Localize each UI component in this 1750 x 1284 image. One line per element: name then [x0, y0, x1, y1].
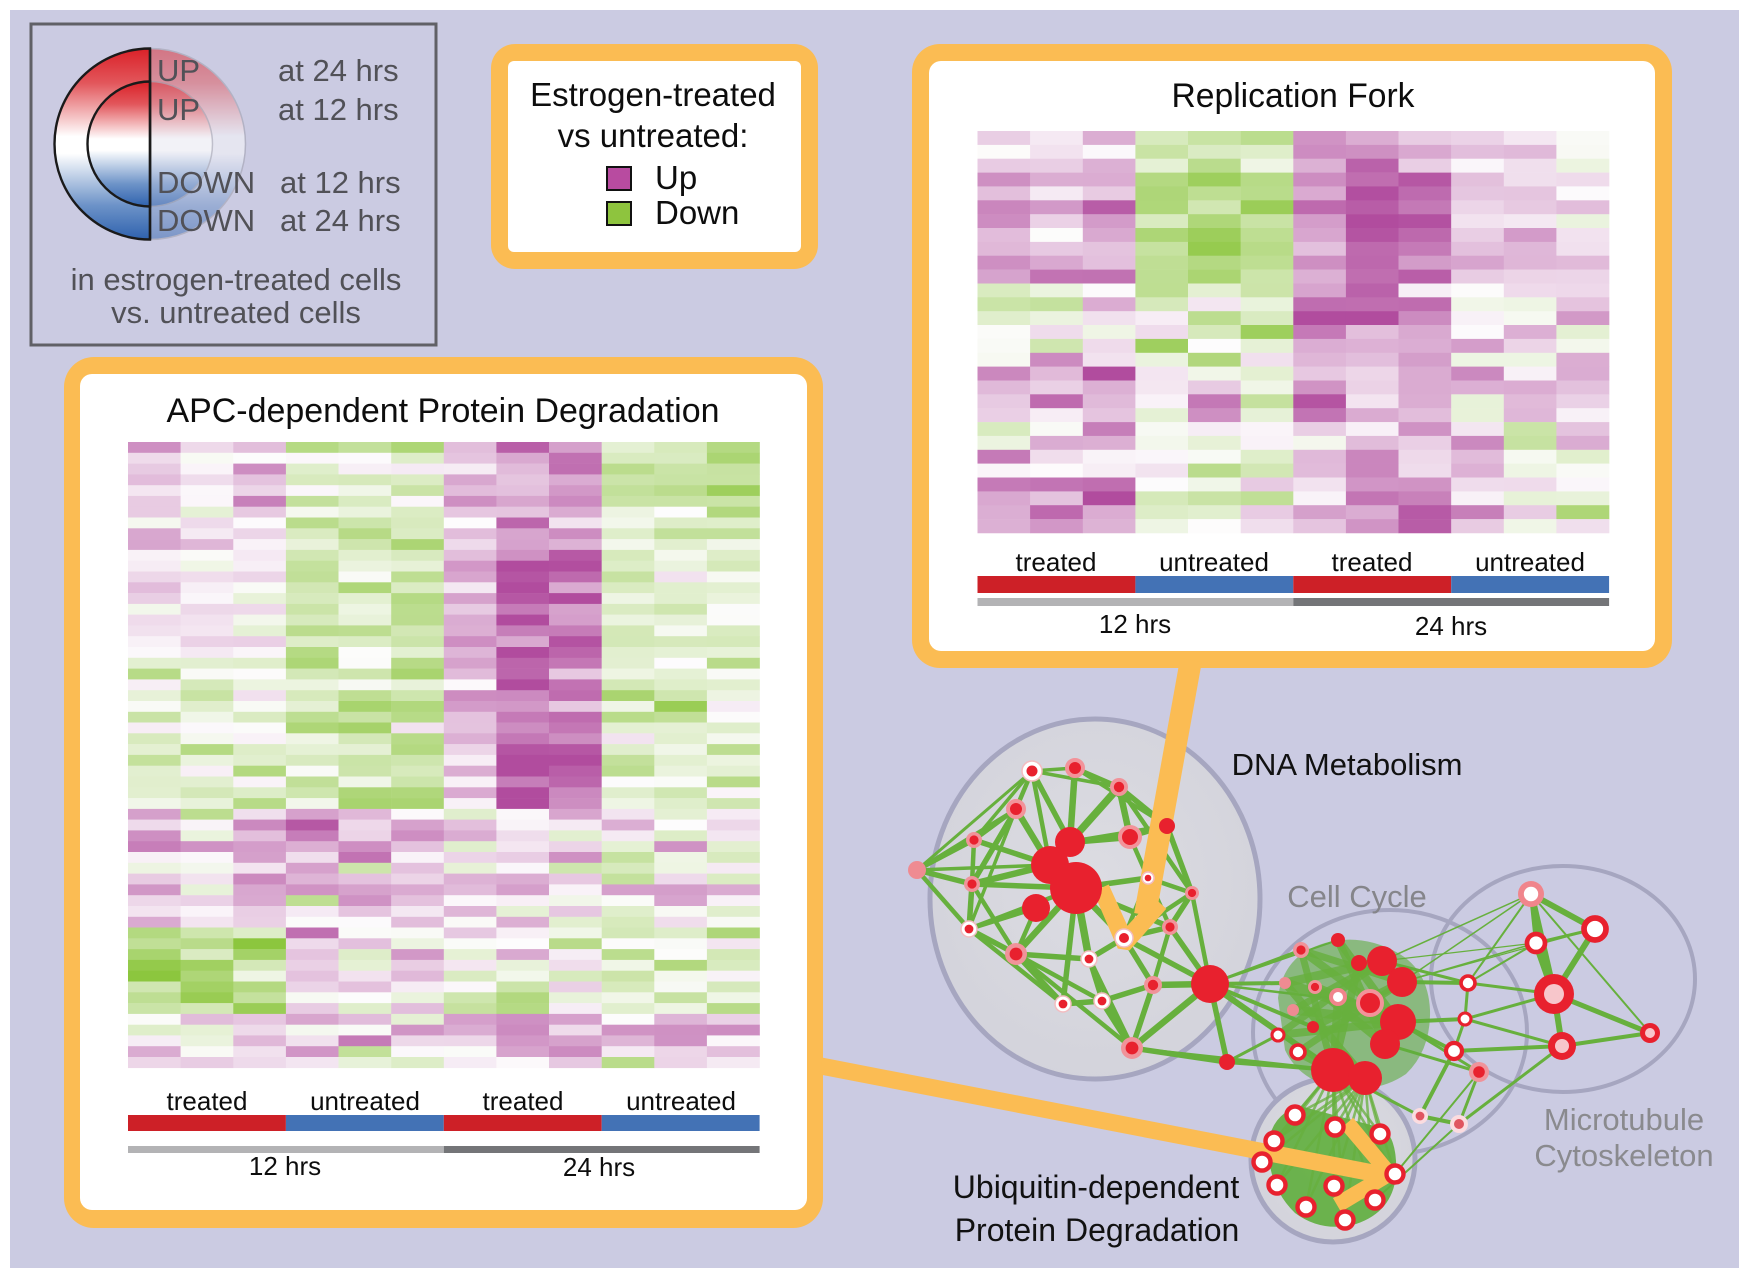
svg-text:Ubiquitin-dependent: Ubiquitin-dependent [953, 1169, 1240, 1205]
svg-text:Cell Cycle: Cell Cycle [1287, 879, 1427, 914]
svg-text:vs. untreated cells: vs. untreated cells [111, 295, 361, 330]
svg-text:untreated: untreated [1475, 547, 1585, 577]
svg-text:in estrogen-treated cells: in estrogen-treated cells [71, 262, 402, 297]
svg-text:12 hrs: 12 hrs [1099, 609, 1171, 639]
svg-text:Microtubule: Microtubule [1544, 1102, 1704, 1137]
svg-text:at 12 hrs: at 12 hrs [278, 92, 399, 127]
svg-text:untreated: untreated [310, 1086, 420, 1116]
svg-text:Estrogen-treated: Estrogen-treated [530, 76, 776, 113]
svg-text:treated: treated [1332, 547, 1413, 577]
svg-text:vs untreated:: vs untreated: [558, 117, 749, 154]
svg-text:Down: Down [655, 194, 739, 231]
svg-text:UP: UP [157, 53, 200, 88]
svg-text:treated: treated [483, 1086, 564, 1116]
svg-text:treated: treated [1016, 547, 1097, 577]
svg-text:12 hrs: 12 hrs [249, 1151, 321, 1181]
svg-text:at 24 hrs: at 24 hrs [280, 203, 401, 238]
svg-text:untreated: untreated [1159, 547, 1269, 577]
svg-text:DNA Metabolism: DNA Metabolism [1232, 747, 1463, 782]
svg-text:24 hrs: 24 hrs [1415, 611, 1487, 641]
svg-text:DOWN: DOWN [157, 203, 255, 238]
svg-text:Replication Fork: Replication Fork [1172, 77, 1416, 115]
svg-text:at 12 hrs: at 12 hrs [280, 165, 401, 200]
svg-text:untreated: untreated [626, 1086, 736, 1116]
svg-text:APC-dependent Protein Degradat: APC-dependent Protein Degradation [167, 392, 720, 430]
svg-text:DOWN: DOWN [157, 165, 255, 200]
svg-text:at 24 hrs: at 24 hrs [278, 53, 399, 88]
svg-text:24 hrs: 24 hrs [563, 1152, 635, 1182]
svg-text:treated: treated [167, 1086, 248, 1116]
svg-text:Up: Up [655, 159, 697, 196]
svg-text:Protein Degradation: Protein Degradation [955, 1212, 1240, 1248]
svg-text:UP: UP [157, 92, 200, 127]
svg-text:Cytoskeleton: Cytoskeleton [1534, 1138, 1713, 1173]
